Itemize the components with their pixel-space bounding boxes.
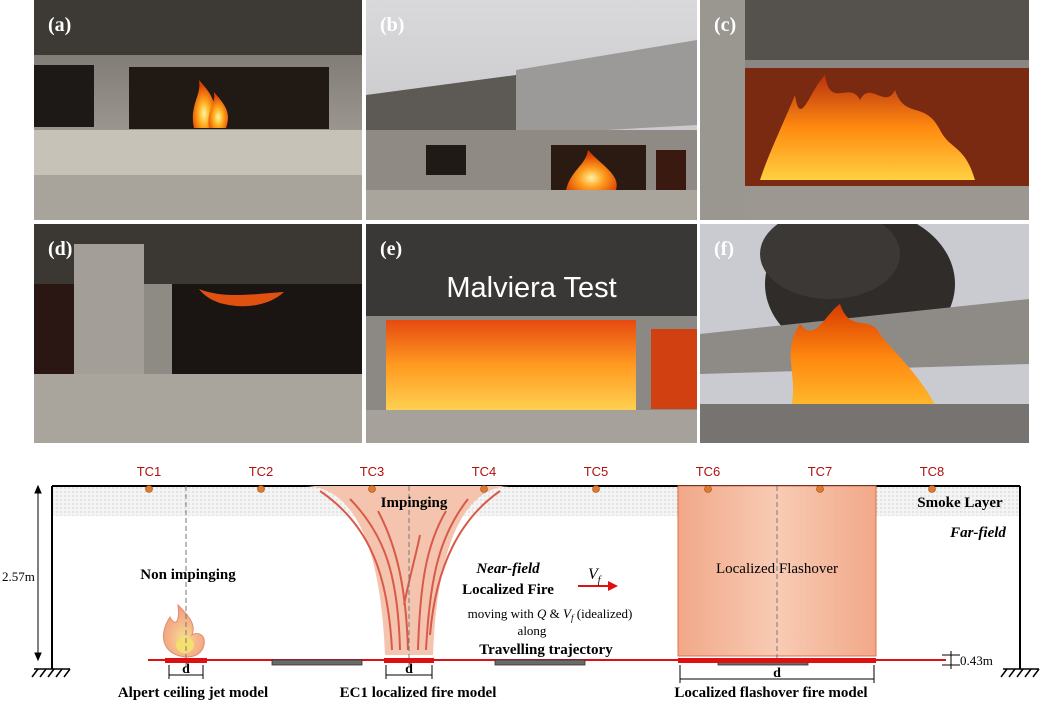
thermocouple-label: TC2: [249, 464, 274, 479]
thermocouple-label: TC4: [472, 464, 497, 479]
thermocouple-dot: [928, 485, 936, 493]
thermocouple-dot: [816, 485, 824, 493]
ground-support-right: [1000, 668, 1040, 678]
thermocouple-group: TC1 TC2 TC3 TC4 TC5 TC6 TC7 TC8: [137, 464, 945, 493]
d-label-ec1: d: [405, 662, 413, 677]
thermocouple-label: TC8: [920, 464, 945, 479]
offset-label: 0.43m: [960, 653, 993, 668]
d-dimension-ec1: [385, 665, 433, 679]
offset-dimension: [942, 651, 960, 669]
photo-c-image: [700, 0, 1029, 220]
alpert-model-label: Alpert ceiling jet model: [118, 685, 268, 701]
ec1-model-label: EC1 localized fire model: [340, 685, 497, 701]
thermocouple-dot: [145, 485, 153, 493]
fire-base-marks: [165, 658, 876, 663]
near-field-label: Near-field: [475, 561, 540, 577]
photo-label: (c): [714, 14, 737, 36]
photo-d: (d): [34, 224, 362, 443]
velocity-arrow-icon: [578, 581, 618, 591]
localized-flashover-label: Localized Flashover: [716, 561, 838, 577]
thermocouple-label: TC5: [584, 464, 609, 479]
thermocouple-dot: [257, 485, 265, 493]
photo-e: (e) Malviera Test: [366, 224, 697, 443]
photo-e-image: [366, 224, 697, 443]
thermocouple-dot: [704, 485, 712, 493]
impinging-plume: [305, 486, 510, 655]
thermocouple-dot: [368, 485, 376, 493]
moving-with-label: moving with Q & Vf (idealized): [468, 606, 633, 624]
d-label-alpert: d: [182, 662, 190, 677]
small-flame-icon: [162, 603, 205, 658]
thermocouple-label: TC1: [137, 464, 162, 479]
thermocouple-dot: [592, 485, 600, 493]
photo-a: (a): [34, 0, 362, 220]
thermocouple-label: TC6: [696, 464, 721, 479]
smoke-layer-label: Smoke Layer: [917, 495, 1003, 511]
thermocouple-label: TC7: [808, 464, 833, 479]
photo-c: (c): [700, 0, 1029, 220]
d-label-flashover: d: [773, 666, 781, 681]
fire-model-diagram: 2.57m d d: [2, 464, 1040, 701]
height-label: 2.57m: [2, 569, 35, 584]
photo-a-image: [34, 0, 362, 220]
photo-b: (b): [366, 0, 697, 220]
trajectory-label: Travelling trajectory: [479, 642, 613, 658]
d-dimension-alpert: [168, 665, 204, 679]
photo-b-image: [366, 0, 697, 220]
far-field-label: Far-field: [949, 525, 1006, 541]
impinging-label: Impinging: [381, 495, 448, 511]
localized-fire-label: Localized Fire: [462, 582, 554, 598]
photo-label: (b): [380, 14, 405, 36]
ground-support-left: [31, 668, 71, 678]
thermocouple-label: TC3: [360, 464, 385, 479]
height-dimension: [34, 484, 42, 662]
photo-d-image: [34, 224, 362, 443]
plume-streaks: [319, 490, 501, 651]
flashover-model-label: Localized flashover fire model: [674, 685, 867, 701]
non-impinging-label: Non impinging: [140, 567, 236, 583]
photo-label: (f): [714, 238, 734, 260]
photo-f-image: [700, 224, 1029, 443]
photo-label: (a): [48, 14, 72, 36]
velocity-label: Vf: [588, 566, 602, 586]
photo-label: (d): [48, 238, 73, 260]
photo-label: (e): [380, 238, 403, 260]
along-label: along: [518, 623, 547, 638]
thermocouple-dot: [480, 485, 488, 493]
photo-f: (f): [700, 224, 1029, 443]
photo-overlay-title: Malviera Test: [446, 272, 617, 304]
d-dimension-flashover: [679, 665, 875, 683]
